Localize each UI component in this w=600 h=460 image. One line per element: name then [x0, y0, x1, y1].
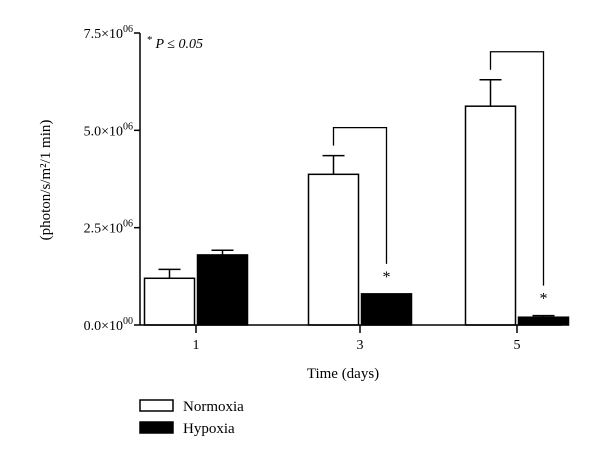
y-tick-mantissa: 7.5×10 — [84, 27, 123, 42]
bar-hypoxia-day-5 — [517, 316, 570, 326]
y-tick-mantissa: 0.0×10 — [84, 319, 123, 334]
y-axis-title: (photon/s/m²/1 min) — [38, 120, 54, 241]
y-tick-exponent: 06 — [123, 121, 133, 132]
y-tick-label: 0.0×1000 — [84, 316, 133, 334]
y-tick-label: 2.5×1006 — [84, 219, 133, 237]
significance-note: * P ≤ 0.05 — [147, 34, 203, 52]
significance-note-text: P ≤ 0.05 — [155, 37, 203, 52]
bar-hypoxia-day-3 — [360, 293, 413, 326]
bar-normoxia-day-1 — [143, 277, 196, 326]
x-tick-label: 5 — [514, 338, 521, 353]
y-tick-exponent: 06 — [123, 24, 133, 35]
x-axis-title: Time (days) — [307, 366, 379, 382]
significance-bracket — [332, 126, 388, 264]
x-axis-ticks: 1 3 5 — [193, 325, 521, 353]
y-tick-exponent: 00 — [123, 316, 133, 327]
x-tick-label: 1 — [193, 338, 200, 353]
y-tick-mantissa: 2.5×10 — [84, 222, 123, 237]
x-tick-label: 3 — [357, 338, 364, 353]
legend-label-normoxia: Normoxia — [183, 399, 244, 415]
bars — [143, 78, 570, 326]
significance-note-star: * — [147, 34, 153, 46]
significance-star: * — [383, 269, 391, 286]
bar-normoxia-day-5 — [464, 105, 517, 326]
significance-star: * — [540, 291, 548, 308]
bar-hypoxia-day-1 — [196, 254, 249, 326]
y-tick-label: 5.0×1006 — [84, 121, 133, 139]
legend: Normoxia Hypoxia — [139, 399, 244, 437]
bar-normoxia-day-3 — [307, 173, 360, 326]
y-tick-exponent: 06 — [123, 219, 133, 230]
y-tick-label: 7.5×1006 — [84, 24, 133, 42]
legend-swatch-hypoxia — [139, 421, 174, 434]
legend-swatch-normoxia — [139, 399, 174, 412]
significance-bracket — [489, 51, 545, 286]
y-tick-mantissa: 5.0×10 — [84, 124, 123, 139]
legend-label-hypoxia: Hypoxia — [183, 421, 235, 437]
significance-brackets: ** — [332, 51, 548, 308]
